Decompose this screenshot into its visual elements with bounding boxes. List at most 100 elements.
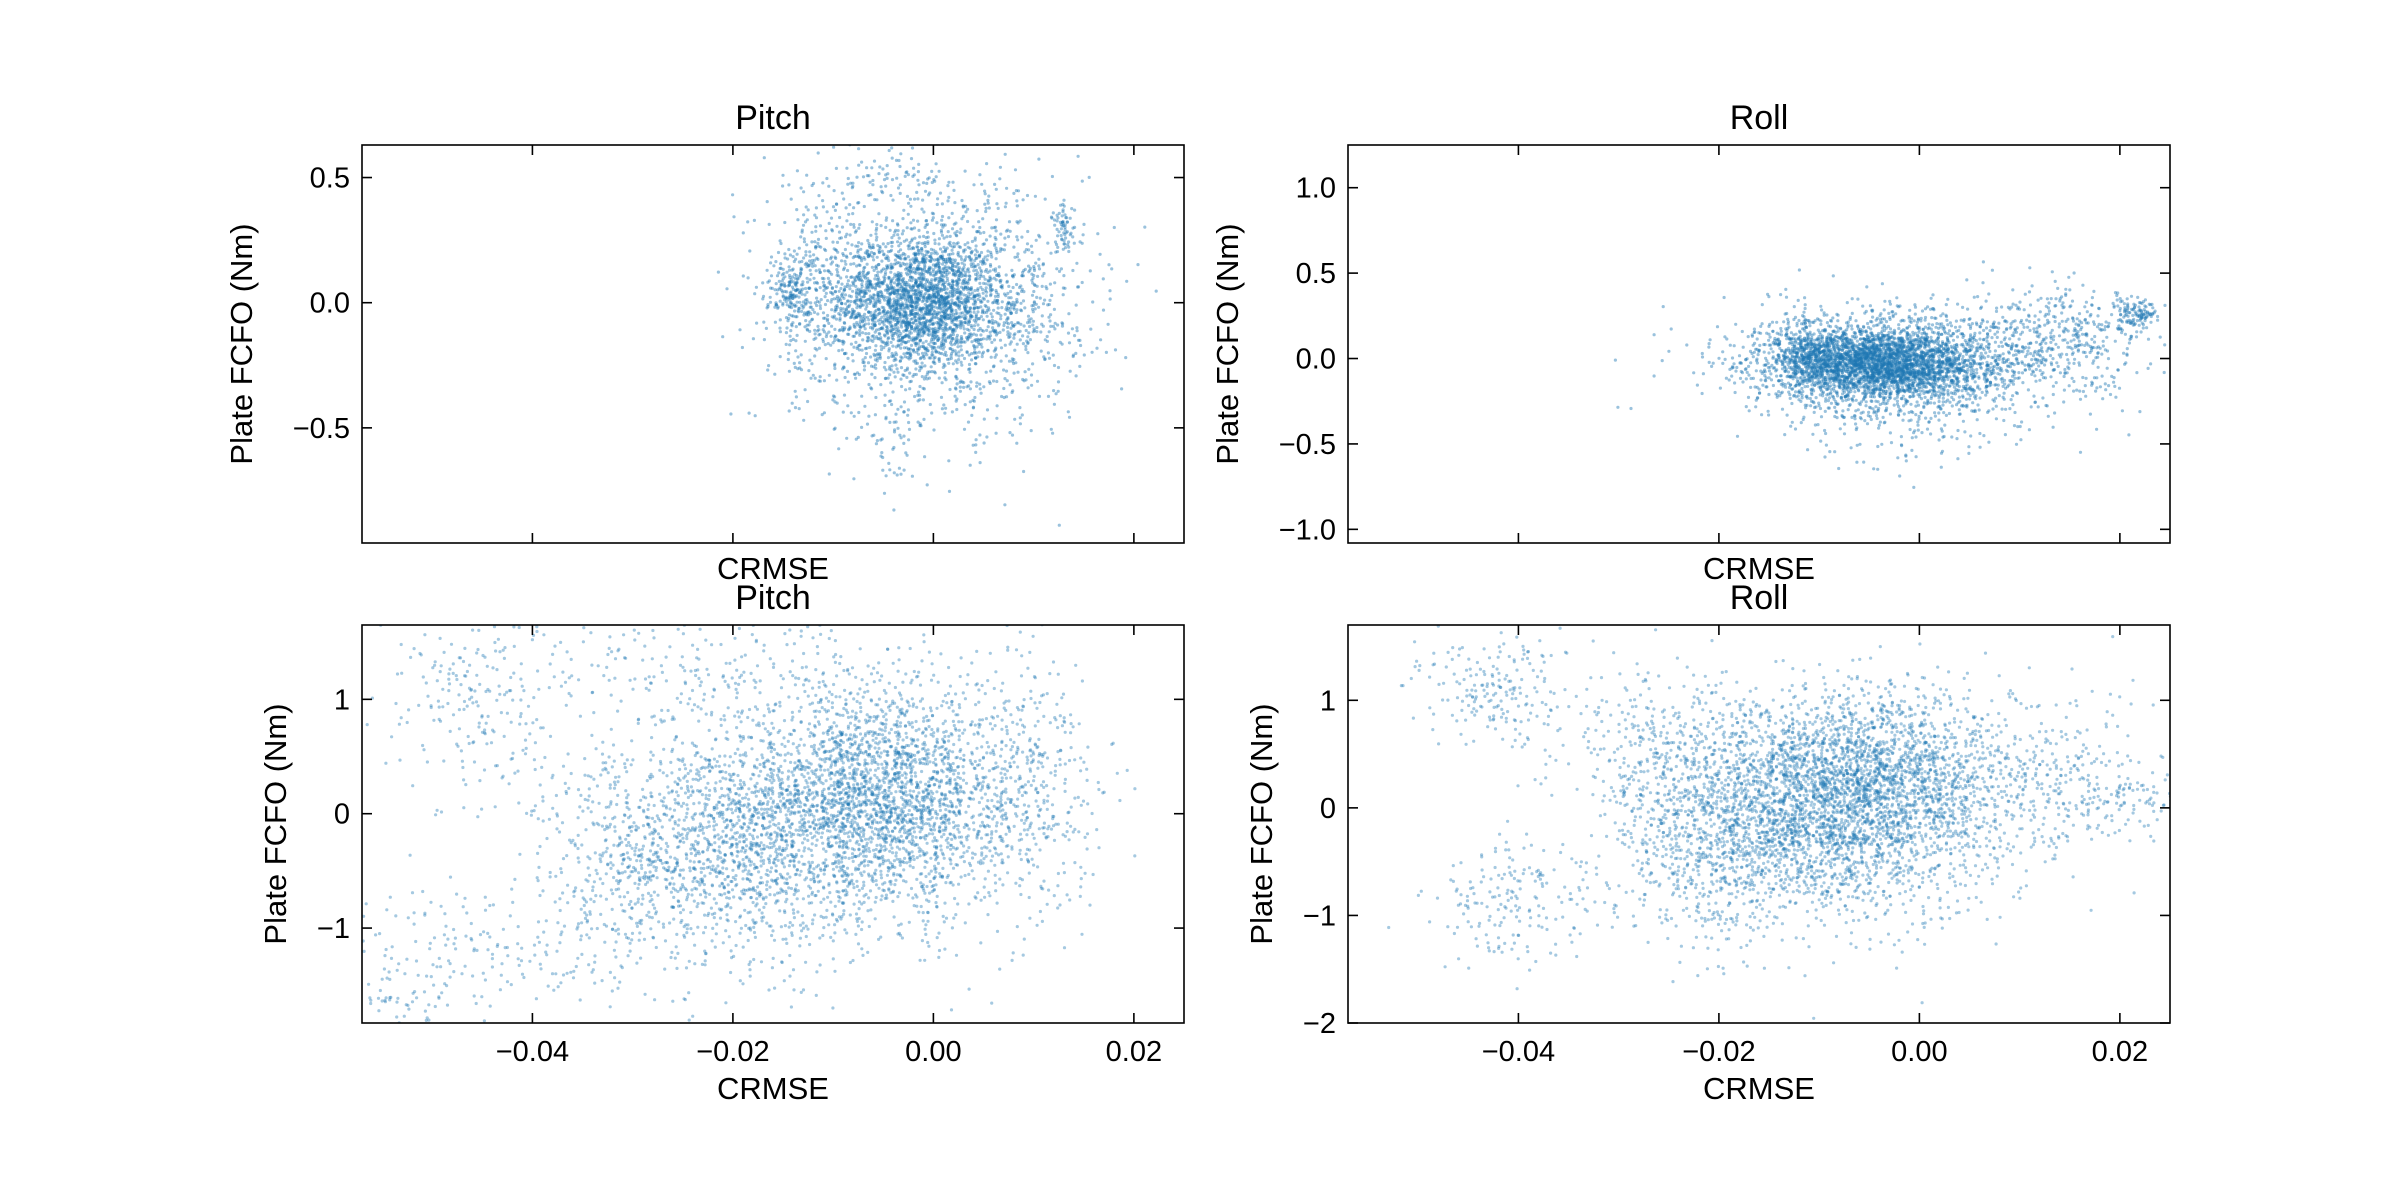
scatter-point: [839, 309, 843, 313]
scatter-point: [931, 288, 936, 292]
scatter-point: [1828, 396, 1832, 400]
scatter-point: [936, 258, 940, 262]
scatter-point: [1050, 174, 1054, 179]
scatter-point: [908, 347, 913, 351]
scatter-point: [886, 299, 890, 303]
scatter-point: [895, 307, 899, 311]
scatter-point: [913, 300, 917, 304]
scatter-point: [936, 330, 940, 334]
scatter-point: [973, 346, 977, 351]
scatter-point: [899, 271, 903, 275]
scatter-point: [941, 279, 945, 283]
scatter-point: [993, 269, 998, 273]
scatter-point: [938, 351, 942, 355]
scatter-point: [906, 212, 910, 216]
scatter-point: [924, 347, 928, 351]
scatter-point: [862, 255, 866, 260]
scatter-point: [796, 218, 800, 222]
scatter-point: [906, 255, 911, 259]
scatter-point: [890, 156, 894, 160]
scatter-point: [878, 311, 882, 315]
scatter-point: [950, 343, 954, 347]
scatter-point: [805, 243, 809, 247]
scatter-point: [885, 264, 889, 268]
scatter-point: [907, 335, 911, 339]
scatter-point: [948, 304, 952, 308]
scatter-point: [892, 291, 896, 295]
scatter-point: [778, 318, 782, 322]
scatter-point: [894, 158, 899, 162]
scatter-point: [988, 275, 992, 279]
scatter-point: [945, 235, 949, 239]
scatter-point: [899, 274, 903, 278]
scatter-point: [882, 309, 886, 313]
scatter-point: [854, 244, 858, 248]
scatter-point: [889, 262, 893, 266]
scatter-point: [972, 324, 977, 328]
scatter-point: [985, 308, 989, 312]
scatter-point: [919, 308, 923, 312]
scatter-point: [828, 279, 832, 283]
scatter-point: [1089, 327, 1093, 331]
scatter-point: [980, 262, 985, 266]
scatter-point: [852, 223, 856, 227]
scatter-point: [973, 350, 977, 354]
scatter-point: [866, 276, 870, 281]
scatter-point: [917, 248, 921, 252]
scatter-point: [898, 334, 902, 338]
scatter-point: [847, 212, 851, 216]
scatter-point: [860, 284, 864, 289]
scatter-point: [844, 307, 848, 311]
scatter-point: [824, 248, 828, 253]
scatter-point: [922, 316, 926, 320]
scatter-point: [905, 238, 909, 242]
scatter-point: [808, 268, 812, 272]
scatter-point: [932, 291, 936, 295]
scatter-point: [732, 215, 736, 219]
scatter-point: [957, 299, 961, 303]
scatter-point: [916, 267, 920, 272]
scatter-point: [966, 335, 970, 339]
scatter-point: [931, 327, 935, 331]
scatter-point: [948, 346, 952, 351]
scatter-point: [945, 246, 949, 250]
scatter-point: [784, 342, 788, 346]
scatter-point: [975, 277, 979, 281]
scatter-point: [881, 340, 885, 344]
scatter-point: [918, 235, 922, 239]
scatter-point: [852, 309, 857, 313]
scatter-point: [899, 288, 904, 293]
scatter-point: [950, 248, 954, 252]
scatter-point: [955, 279, 959, 283]
scatter-point: [856, 244, 860, 248]
scatter-point: [967, 353, 971, 357]
scatter-point: [963, 286, 967, 290]
scatter-point: [972, 327, 976, 332]
scatter-point: [899, 293, 903, 297]
scatter-point: [981, 296, 985, 300]
scatter-point: [1019, 284, 1023, 288]
scatter-point: [943, 326, 947, 330]
scatter-point: [848, 316, 853, 320]
scatter-point: [1021, 198, 1025, 202]
scatter-point: [797, 260, 802, 264]
scatter-point: [908, 265, 912, 269]
scatter-point: [955, 377, 959, 381]
scatter-point: [965, 297, 969, 301]
scatter-point: [901, 303, 905, 307]
scatter-point: [962, 288, 966, 292]
scatter-point: [971, 398, 975, 402]
scatter-point: [846, 176, 850, 181]
scatter-point: [877, 212, 881, 216]
scatter-point: [805, 173, 809, 177]
scatter-point: [888, 298, 892, 302]
scatter-point: [1005, 186, 1009, 190]
scatter-point: [916, 313, 920, 317]
scatter-point: [875, 353, 879, 357]
scatter-point: [970, 239, 975, 244]
scatter-point: [956, 345, 960, 349]
scatter-point: [799, 266, 803, 270]
scatter-point: [874, 232, 878, 236]
scatter-point: [957, 304, 962, 308]
scatter-point: [916, 399, 920, 403]
